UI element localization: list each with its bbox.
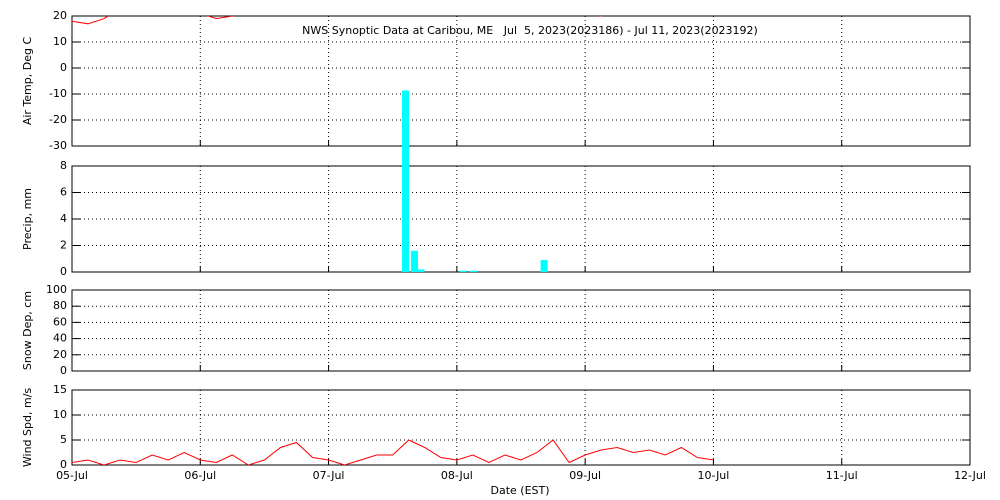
bar: [470, 270, 478, 272]
y-tick-label: 6: [60, 186, 67, 199]
y-axis-label: Air Temp, Deg C: [21, 37, 34, 126]
y-tick-label: 0: [60, 61, 67, 74]
bar: [411, 250, 419, 272]
chart-title: NWS Synoptic Data at Caribou, ME Jul 5, …: [302, 24, 758, 37]
x-tick-label: 09-Jul: [569, 469, 601, 482]
y-tick-label: 10: [53, 408, 67, 421]
x-tick-label: 05-Jul: [56, 469, 88, 482]
y-tick-label: 40: [53, 332, 67, 345]
y-tick-label: -30: [49, 139, 67, 152]
y-tick-label: 15: [53, 383, 67, 396]
y-tick-label: 0: [60, 458, 67, 471]
x-tick-label: 08-Jul: [441, 469, 473, 482]
x-tick-label: 12-Jul: [954, 469, 986, 482]
bar: [540, 260, 548, 272]
y-axis-label: Snow Dep, cm: [21, 291, 34, 370]
bar: [417, 269, 425, 272]
y-tick-label: 20: [53, 9, 67, 22]
data-line: [72, 16, 603, 25]
y-tick-label: -20: [49, 113, 67, 126]
y-tick-label: 80: [53, 299, 67, 312]
y-axis-label: Precip, mm: [21, 188, 34, 250]
bar: [402, 90, 410, 272]
y-tick-label: 0: [60, 265, 67, 278]
panel-frame: [71, 289, 971, 372]
y-tick-label: 60: [53, 315, 67, 328]
y-tick-label: 10: [53, 35, 67, 48]
y-tick-label: -10: [49, 87, 67, 100]
x-tick-label: 10-Jul: [697, 469, 729, 482]
y-tick-label: 8: [60, 159, 67, 172]
bar: [459, 270, 467, 272]
x-tick-label: 11-Jul: [826, 469, 858, 482]
y-axis-label: Wind Spd, m/s: [21, 388, 34, 468]
data-line: [72, 439, 714, 465]
x-tick-label: 07-Jul: [313, 469, 345, 482]
panel-frame: [71, 15, 971, 147]
x-tick-label: 06-Jul: [184, 469, 216, 482]
y-tick-label: 5: [60, 433, 67, 446]
y-tick-label: 20: [53, 348, 67, 361]
y-tick-label: 2: [60, 239, 67, 252]
y-tick-label: 100: [46, 283, 67, 296]
y-tick-label: 0: [60, 364, 67, 377]
panel-frame: [71, 165, 971, 273]
panel-frame: [71, 389, 971, 466]
y-tick-label: 4: [60, 212, 67, 225]
x-axis-label: Date (EST): [490, 484, 549, 497]
